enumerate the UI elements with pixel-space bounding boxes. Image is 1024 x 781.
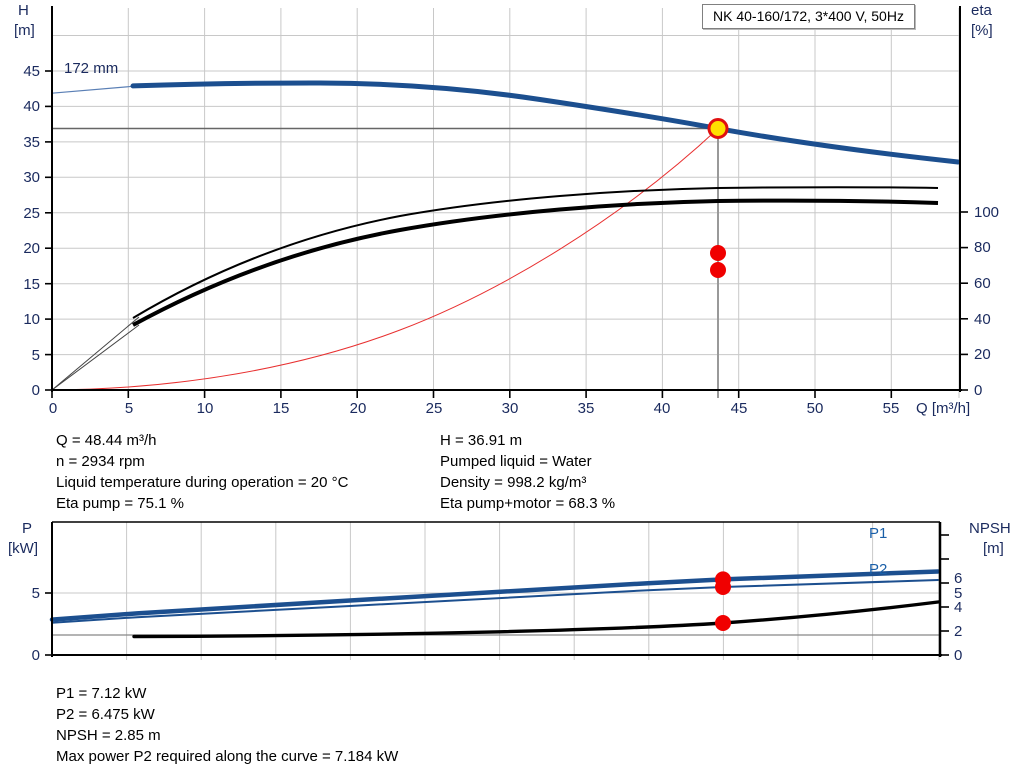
upper-right-tick-0: 0 (974, 382, 983, 399)
upper-left-axis-name: H (18, 2, 29, 19)
upper-left-axis-unit: [m] (14, 22, 35, 39)
p2-marker (715, 579, 731, 595)
eta-pump-motor-marker (710, 262, 726, 278)
lower-left-ticks (45, 592, 52, 656)
lower-right-tick-2: 2 (954, 623, 963, 640)
upper-left-tick-25: 25 (23, 205, 40, 222)
lower-left-tick-5: 5 (31, 585, 40, 602)
upper-left-tick-20: 20 (23, 240, 40, 257)
upper-x-ticks (51, 390, 893, 398)
upper-left-tick-35: 35 (23, 134, 40, 151)
upper-x-tick-35: 35 (577, 400, 595, 417)
upper-chart-graphics (45, 6, 968, 398)
p1-curve-label: P1 (869, 525, 888, 542)
upper-right-tick-100: 100 (974, 204, 1000, 221)
upper-x-tick-40: 40 (653, 400, 671, 417)
duty-info-density: Density = 998.2 kg/m³ (440, 474, 587, 491)
duty-info-n: n = 2934 rpm (56, 453, 145, 470)
upper-x-tick-0: 0 (48, 400, 58, 417)
lower-right-tick-5: 5 (954, 585, 963, 602)
upper-right-tick-60: 60 (974, 275, 991, 292)
lower-left-axis-unit: [kW] (8, 540, 38, 557)
upper-left-tick-15: 15 (23, 276, 40, 293)
pump-model-title: NK 40-160/172, 3*400 V, 50Hz (702, 4, 915, 29)
upper-x-tick-55: 55 (882, 400, 900, 417)
p1-curve (49, 569, 941, 622)
upper-x-tick-45: 45 (730, 400, 748, 417)
upper-left-tick-40: 40 (23, 98, 40, 115)
duty-info-temp: Liquid temperature during operation = 20… (56, 474, 349, 491)
duty-info-eta: Eta pump = 75.1 % (56, 495, 184, 512)
upper-left-ticks (45, 70, 52, 391)
upper-left-tick-5: 5 (31, 347, 40, 364)
npsh-marker (715, 615, 731, 631)
lower-right-tick-4: 4 (954, 599, 963, 616)
lower-chart-graphics (45, 521, 949, 660)
lower-right-tick-6: 6 (954, 570, 963, 587)
eta-pump-motor-curve (132, 198, 939, 327)
upper-right-axis-name: eta (971, 2, 992, 19)
upper-right-tick-40: 40 (974, 311, 991, 328)
head-curve-lead-in (51, 85, 140, 94)
upper-left-tick-0: 0 (31, 382, 40, 399)
p2-curve-label: P2 (869, 561, 888, 578)
upper-right-ticks (960, 211, 968, 391)
duty-info-liquid: Pumped liquid = Water (440, 453, 592, 470)
head-curve (130, 80, 961, 165)
upper-x-tick-50: 50 (806, 400, 824, 417)
lower-left-tick-0: 0 (31, 647, 40, 664)
eta-pump-lead-in (51, 316, 140, 391)
duty-info-etatotal: Eta pump+motor = 68.3 % (440, 495, 616, 512)
lower-right-tick-0: 0 (954, 647, 963, 664)
system-curve (51, 128, 719, 391)
upper-x-tick-30: 30 (501, 400, 519, 417)
eta-pump-curve (132, 186, 939, 319)
upper-left-tick-10: 10 (23, 311, 40, 328)
upper-left-tick-30: 30 (23, 169, 40, 186)
power-info-maxp2: Max power P2 required along the curve = … (56, 748, 399, 765)
upper-x-axis-label: Q [m³/h] (916, 400, 971, 417)
lower-right-axis-unit: [m] (983, 540, 1004, 557)
upper-right-axis-unit: [%] (971, 22, 993, 39)
p2-curve (51, 579, 939, 624)
upper-plot-area (52, 8, 960, 398)
duty-info-h: H = 36.91 m (440, 432, 523, 449)
eta-pump-motor-lead-in (51, 324, 140, 391)
upper-right-tick-20: 20 (974, 346, 991, 363)
upper-x-tick-20: 20 (349, 400, 367, 417)
power-info-p2: P2 = 6.475 kW (56, 706, 155, 723)
upper-right-tick-80: 80 (974, 239, 991, 256)
duty-info-q: Q = 48.44 m³/h (56, 432, 157, 449)
impeller-diameter-label: 172 mm (64, 60, 119, 77)
upper-x-tick-25: 25 (425, 400, 443, 417)
duty-point-marker[interactable] (707, 118, 729, 139)
lower-right-axis-name: NPSH (969, 520, 1011, 537)
power-info-npsh: NPSH = 2.85 m (56, 727, 161, 744)
npsh-curve (132, 600, 940, 639)
eta-pump-marker (710, 245, 726, 261)
upper-x-tick-5: 5 (124, 400, 134, 417)
power-info-p1: P1 = 7.12 kW (56, 685, 147, 702)
upper-x-tick-15: 15 (272, 400, 290, 417)
upper-left-tick-45: 45 (23, 63, 40, 80)
lower-left-axis-name: P (22, 520, 33, 537)
upper-x-tick-10: 10 (196, 400, 214, 417)
lower-right-ticks (940, 534, 949, 656)
